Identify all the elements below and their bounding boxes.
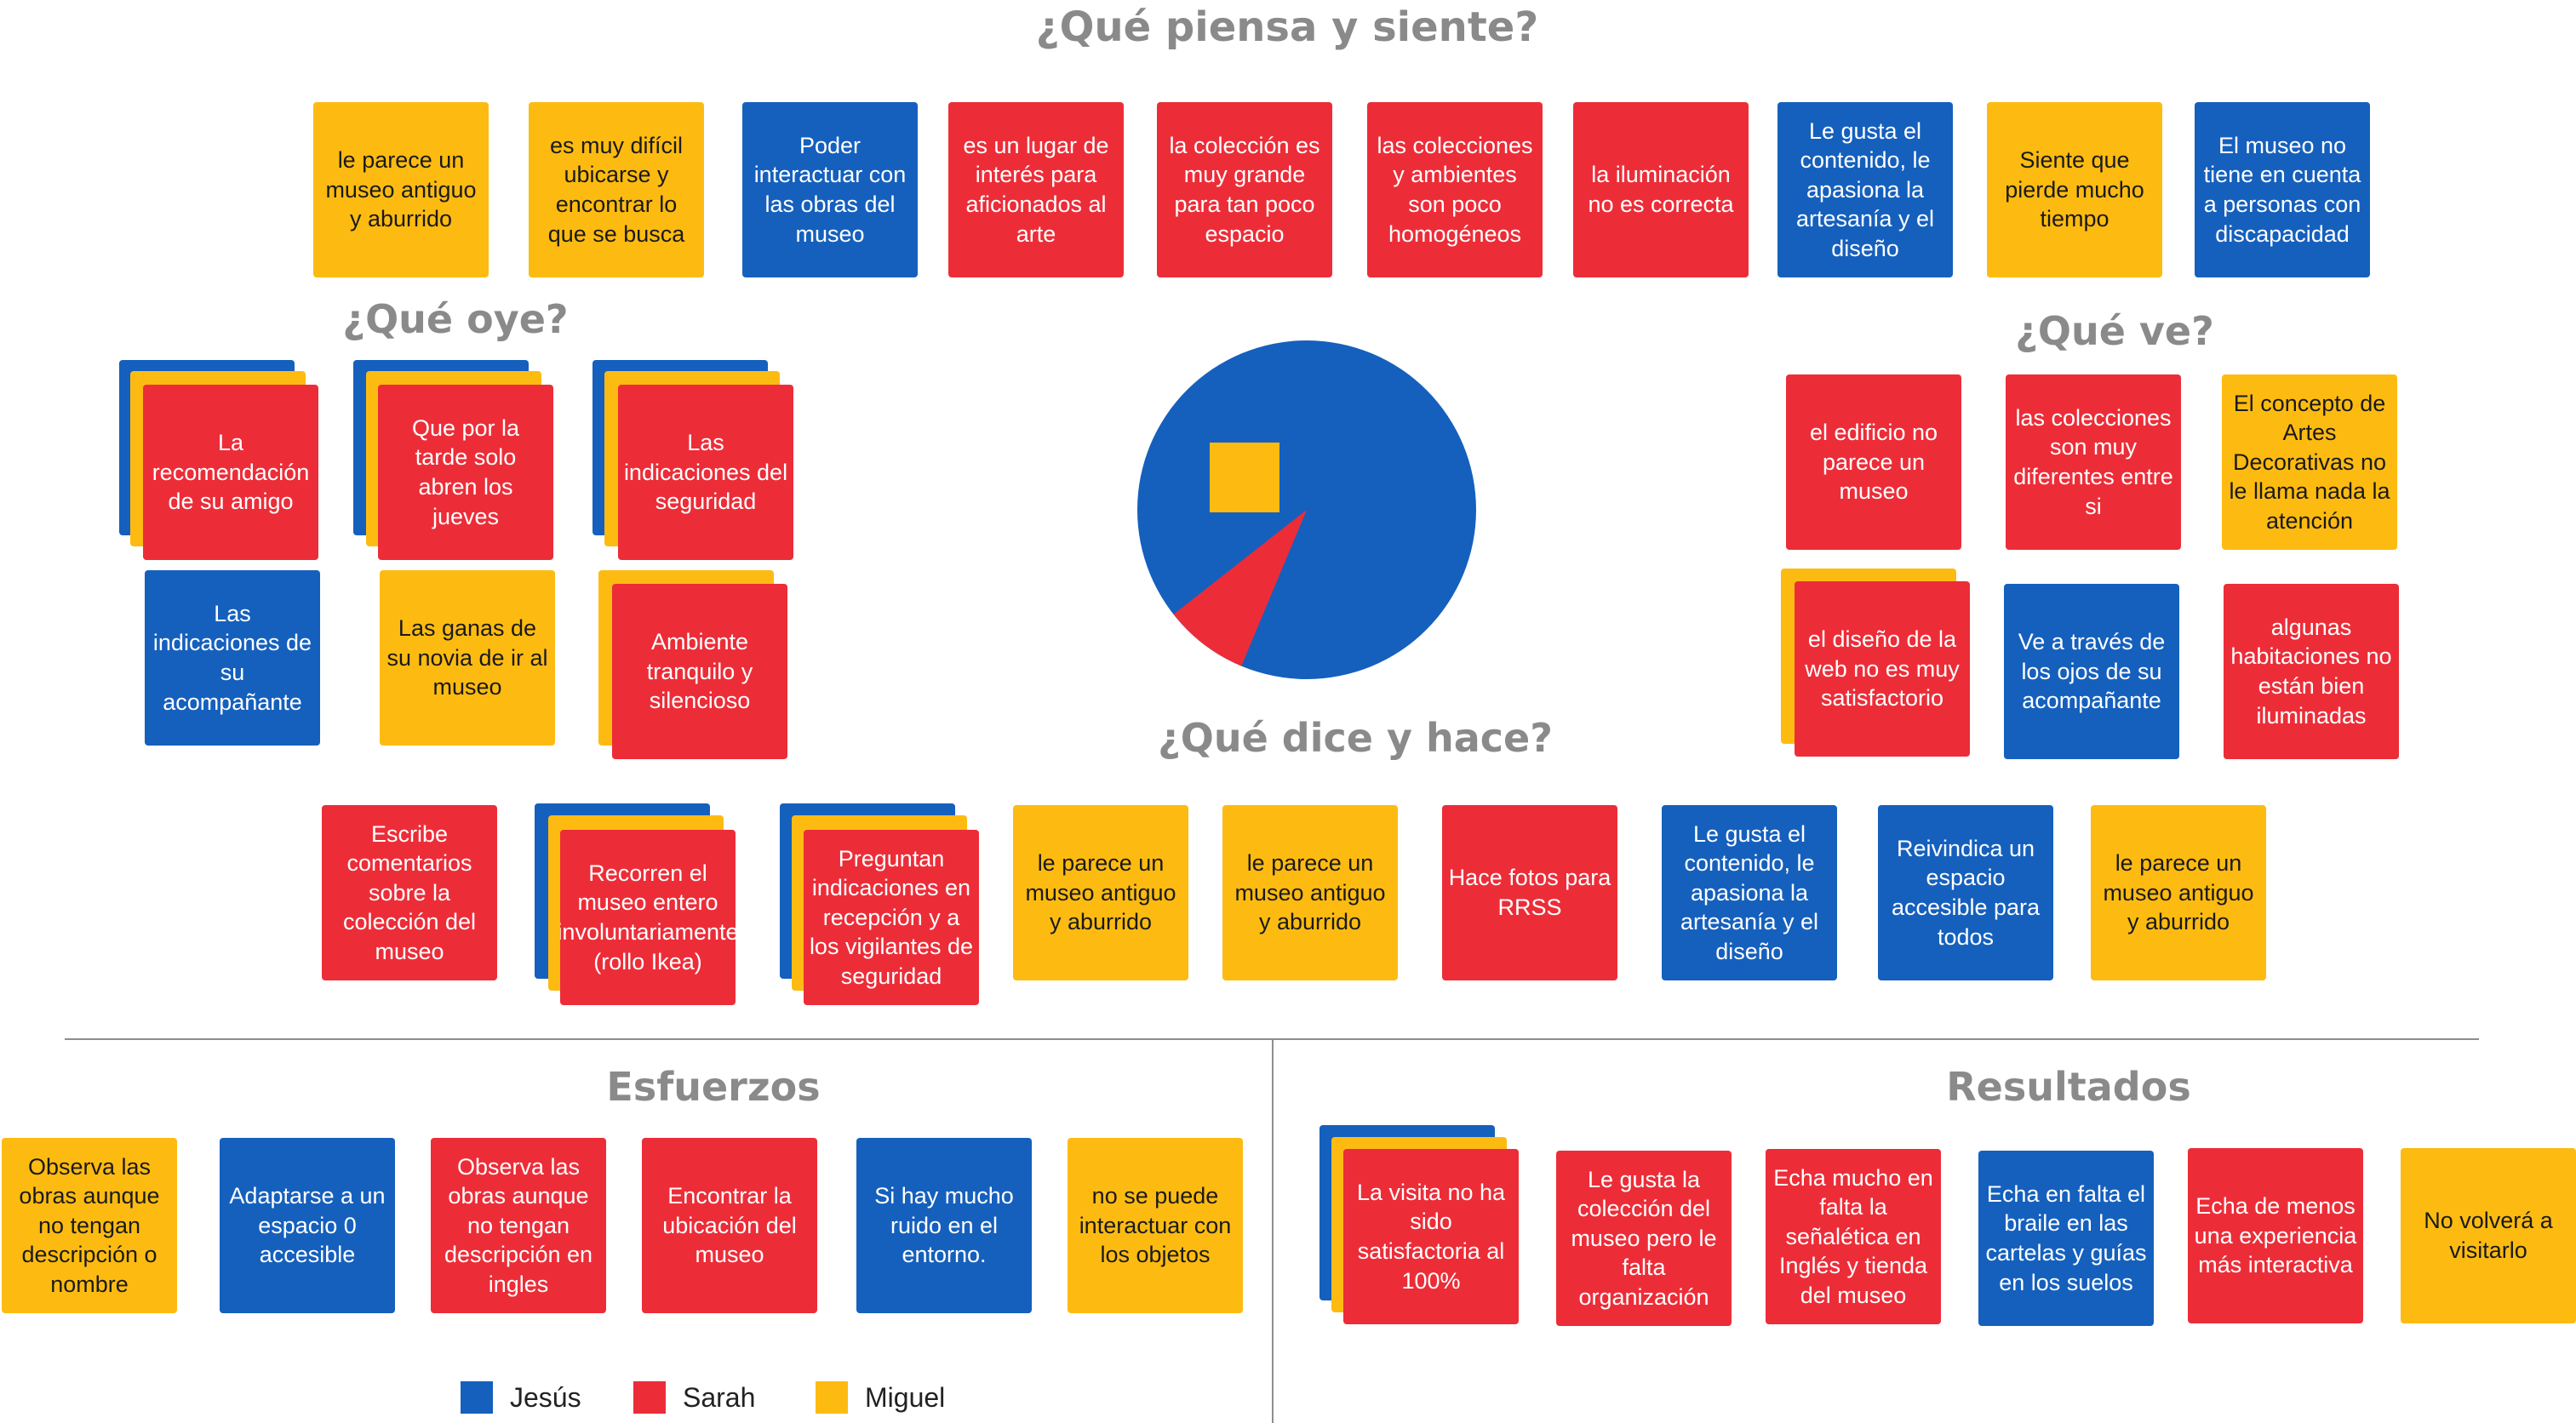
sticky-note[interactable]: Las indicaciones del seguridad [618,385,793,560]
sticky-note[interactable]: le parece un museo antiguo y aburrido [2091,805,2266,980]
sticky-note[interactable]: Le gusta la colección del museo pero le … [1556,1151,1732,1326]
sticky-note[interactable]: las colecciones son muy diferentes entre… [2006,374,2181,550]
central-pie-chart [1137,340,1476,679]
sticky-note[interactable]: la iluminación no es correcta [1573,102,1749,277]
sticky-note[interactable]: Poder interactuar con las obras del muse… [742,102,918,277]
sticky-note[interactable]: no se puede interactuar con los objetos [1068,1138,1243,1313]
horizontal-divider [65,1038,2479,1040]
sticky-note[interactable]: las colecciones y ambientes son poco hom… [1367,102,1543,277]
sticky-note[interactable]: Ambiente tranquilo y silencioso [612,584,787,759]
heading-dice-hace: ¿Qué dice y hace? [1158,715,1553,761]
sticky-note[interactable]: Reivindica un espacio accesible para tod… [1878,805,2053,980]
heading-resultados: Resultados [1946,1064,2191,1110]
sticky-note[interactable]: Echa mucho en falta la señalética en Ing… [1766,1149,1941,1324]
sticky-note[interactable]: es un lugar de interés para aficionados … [948,102,1124,277]
sticky-note[interactable]: Escribe comentarios sobre la colección d… [322,805,497,980]
sticky-note[interactable]: le parece un museo antiguo y aburrido [1222,805,1398,980]
sticky-note[interactable]: Ve a través de los ojos de su acompañant… [2004,584,2179,759]
sticky-note[interactable]: la colección es muy grande para tan poco… [1157,102,1332,277]
sticky-note[interactable]: Echa de menos una experiencia más intera… [2188,1148,2363,1323]
sticky-note[interactable]: Si hay mucho ruido en el entorno. [856,1138,1032,1313]
legend-item-jesus: Jesús [461,1381,581,1414]
heading-esfuerzos: Esfuerzos [606,1064,821,1110]
legend-swatch-blue [461,1381,493,1414]
heading-piensa-siente: ¿Qué piensa y siente? [1035,3,1539,51]
pie-yellow-square [1210,443,1279,512]
sticky-note[interactable]: Echa en falta el braile en las cartelas … [1978,1151,2154,1326]
sticky-note[interactable]: algunas habitaciones no están bien ilumi… [2224,584,2399,759]
sticky-note[interactable]: es muy difícil ubicarse y encontrar lo q… [529,102,704,277]
sticky-note[interactable]: La recomendación de su amigo [143,385,318,560]
sticky-note[interactable]: el edificio no parece un museo [1786,374,1961,550]
sticky-note[interactable]: Encontrar la ubicación del museo [642,1138,817,1313]
sticky-note[interactable]: Hace fotos para RRSS [1442,805,1617,980]
legend-label: Sarah [683,1381,756,1413]
vertical-divider [1272,1040,1274,1423]
sticky-note[interactable]: Le gusta el contenido, le apasiona la ar… [1777,102,1953,277]
sticky-note[interactable]: La visita no ha sido satisfactoria al 10… [1343,1149,1519,1324]
legend-swatch-red [633,1381,666,1414]
sticky-note[interactable]: Observa las obras aunque no tengan descr… [2,1138,177,1313]
sticky-note[interactable]: El concepto de Artes Decorativas no le l… [2222,374,2397,550]
sticky-note[interactable]: Adaptarse a un espacio 0 accesible [220,1138,395,1313]
sticky-note[interactable]: Le gusta el contenido, le apasiona la ar… [1662,805,1837,980]
sticky-note[interactable]: el diseño de la web no es muy satisfacto… [1795,581,1970,757]
sticky-note[interactable]: El museo no tiene en cuenta a personas c… [2195,102,2370,277]
pie-red-slice [1173,510,1307,666]
legend-label: Miguel [865,1381,946,1413]
sticky-note[interactable]: Las indicaciones de su acompañante [145,570,320,746]
legend-swatch-yellow [816,1381,848,1414]
sticky-note[interactable]: No volverá a visitarlo [2401,1148,2576,1323]
legend-item-miguel: Miguel [816,1381,945,1414]
sticky-note[interactable]: Que por la tarde solo abren los jueves [378,385,553,560]
sticky-note[interactable]: Observa las obras aunque no tengan descr… [431,1138,606,1313]
sticky-note[interactable]: Las ganas de su novia de ir al museo [380,570,555,746]
legend-item-sarah: Sarah [633,1381,755,1414]
sticky-note[interactable]: Preguntan indicaciones en recepción y a … [804,830,979,1005]
sticky-note[interactable]: Recorren el museo entero involuntariamen… [560,830,736,1005]
sticky-note[interactable]: Siente que pierde mucho tiempo [1987,102,2162,277]
heading-ve: ¿Qué ve? [2015,308,2214,354]
sticky-note[interactable]: le parece un museo antiguo y aburrido [1013,805,1188,980]
sticky-note[interactable]: le parece un museo antiguo y aburrido [313,102,489,277]
heading-oye: ¿Qué oye? [342,296,569,342]
legend-label: Jesús [510,1381,581,1413]
